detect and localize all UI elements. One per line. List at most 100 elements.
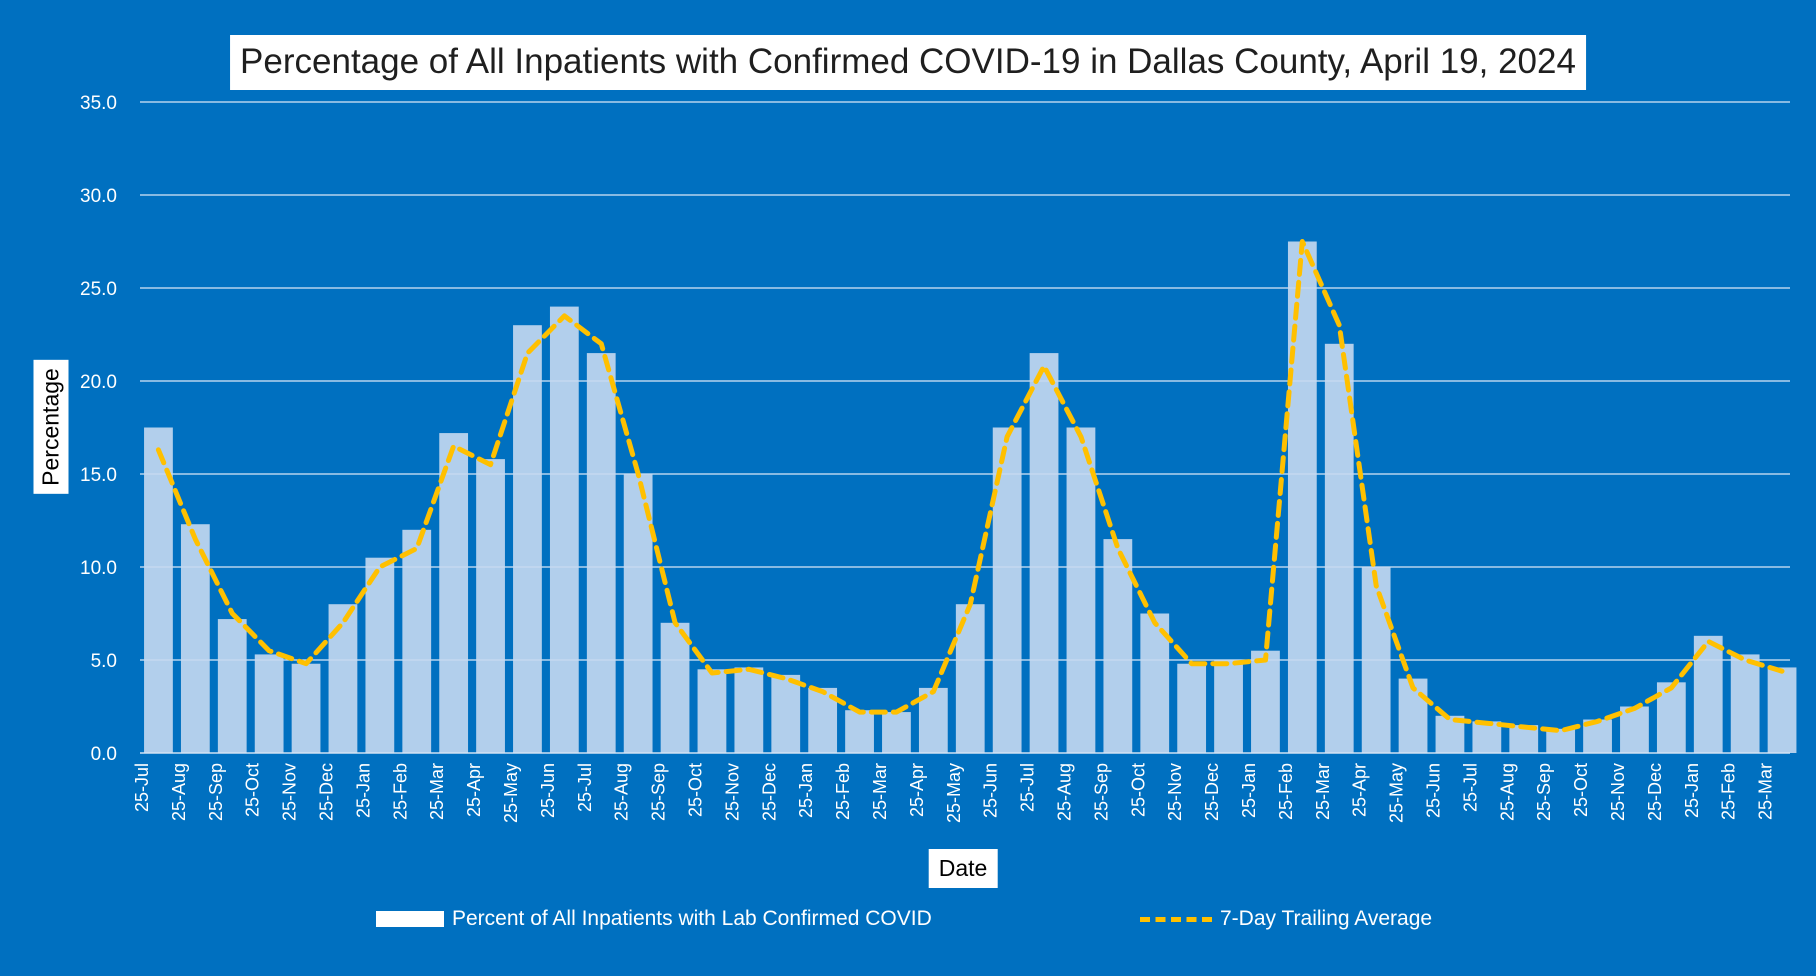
y-tick-label: 5.0 xyxy=(91,651,117,672)
bar xyxy=(549,306,579,753)
bar xyxy=(1361,567,1391,753)
x-tick-label: 25-Jul xyxy=(1460,763,1480,812)
x-tick-label: 25-Jul xyxy=(132,763,152,812)
x-tick-label: 25-Jun xyxy=(1424,763,1444,818)
x-tick-label: 25-Apr xyxy=(464,763,484,817)
x-tick-label: 25-Jun xyxy=(981,763,1001,818)
legend-label-bars: Percent of All Inpatients with Lab Confi… xyxy=(452,907,932,930)
legend: Percent of All Inpatients with Lab Confi… xyxy=(0,907,1816,937)
bar xyxy=(1029,353,1059,753)
bar xyxy=(660,622,690,753)
legend-item-average: 7-Day Trailing Average xyxy=(1140,907,1432,931)
bar xyxy=(1730,654,1760,753)
x-tick-label: 25-Sep xyxy=(206,763,226,821)
y-axis-ticks: 0.0 5.0 10.0 15.0 20.0 25.0 30.0 35.0 xyxy=(80,93,117,765)
x-tick-label: 25-Sep xyxy=(1534,763,1554,821)
x-tick-label: 25-May xyxy=(1387,763,1407,823)
x-tick-label: 25-Apr xyxy=(1350,763,1370,817)
x-tick-label: 25-Feb xyxy=(390,763,410,820)
bar xyxy=(771,674,801,753)
bar xyxy=(365,557,395,753)
bar xyxy=(1066,427,1096,753)
chart-title: Percentage of All Inpatients with Confir… xyxy=(230,35,1586,90)
bar xyxy=(882,712,911,753)
x-tick-label: 25-Jan xyxy=(1239,763,1259,818)
x-tick-label: 25-Jan xyxy=(353,763,373,818)
bar xyxy=(1177,663,1207,753)
x-tick-label: 25-Nov xyxy=(1608,763,1628,821)
x-tick-label: 25-Mar xyxy=(1756,763,1776,820)
y-tick-label: 30.0 xyxy=(80,186,117,207)
x-tick-label: 25-Feb xyxy=(833,763,853,820)
bar xyxy=(217,619,247,753)
x-tick-label: 25-Feb xyxy=(1719,763,1739,820)
x-tick-label: 25-Dec xyxy=(317,763,337,821)
y-tick-label: 35.0 xyxy=(80,93,117,114)
x-tick-label: 25-Apr xyxy=(907,763,927,817)
bar-series xyxy=(144,241,1797,753)
bar xyxy=(586,353,616,753)
legend-item-bars: Percent of All Inpatients with Lab Confi… xyxy=(376,907,932,931)
bar xyxy=(1251,650,1280,753)
bar xyxy=(402,529,432,753)
y-axis-label: Percentage xyxy=(33,360,69,494)
bar xyxy=(291,663,321,753)
x-tick-label: 25-Mar xyxy=(870,763,890,820)
bar xyxy=(328,604,358,753)
bar xyxy=(845,710,874,753)
bar xyxy=(697,669,727,753)
x-tick-label: 25-Mar xyxy=(1313,763,1333,820)
y-tick-label: 15.0 xyxy=(80,465,117,486)
x-tick-label: 25-Aug xyxy=(1055,763,1075,821)
legend-dash-swatch xyxy=(1140,916,1212,922)
x-tick-label: 25-Sep xyxy=(1091,763,1111,821)
x-tick-label: 25-May xyxy=(501,763,521,823)
bar xyxy=(144,427,173,753)
x-axis-ticks: 25-Jul 25-Aug 25-Sep 25-Oct 25-Nov 25-Dec 25-J… xyxy=(132,752,1790,823)
x-tick-label: 25-Aug xyxy=(1497,763,1517,821)
x-tick-label: 25-Oct xyxy=(1128,763,1148,817)
x-tick-label: 25-Oct xyxy=(686,763,706,817)
y-tick-label: 0.0 xyxy=(91,744,117,765)
x-tick-label: 25-Jul xyxy=(1018,763,1038,812)
x-tick-label: 25-May xyxy=(944,763,964,823)
bar xyxy=(734,667,764,753)
x-tick-label: 25-Nov xyxy=(722,763,742,821)
x-tick-label: 25-Nov xyxy=(280,763,300,821)
bar xyxy=(1214,660,1243,753)
bar xyxy=(1324,343,1354,753)
x-tick-label: 25-Aug xyxy=(169,763,189,821)
legend-label-average: 7-Day Trailing Average xyxy=(1220,907,1433,930)
y-tick-label: 25.0 xyxy=(80,279,117,300)
bar xyxy=(1620,706,1649,753)
y-tick-label: 10.0 xyxy=(80,558,117,579)
x-tick-label: 25-Mar xyxy=(427,763,447,820)
x-tick-label: 25-Aug xyxy=(612,763,632,821)
x-tick-label: 25-Nov xyxy=(1165,763,1185,821)
bar xyxy=(1103,539,1133,753)
x-axis-label: Date xyxy=(928,849,998,888)
average-line-series xyxy=(155,239,1785,734)
bar xyxy=(1287,241,1317,753)
x-tick-label: 25-Jun xyxy=(538,763,558,818)
bar xyxy=(1472,721,1502,753)
legend-bar-swatch xyxy=(376,911,444,927)
x-tick-label: 25-Jan xyxy=(796,763,816,818)
bar xyxy=(513,325,542,753)
x-tick-label: 25-Oct xyxy=(1571,763,1591,817)
average-line xyxy=(155,239,1785,734)
y-tick-label: 20.0 xyxy=(80,372,117,393)
bar xyxy=(1767,667,1797,753)
bar xyxy=(1546,728,1576,753)
bar xyxy=(439,433,469,753)
x-tick-label: 25-Dec xyxy=(1202,763,1222,821)
bar xyxy=(476,459,505,753)
bar xyxy=(254,654,284,753)
x-tick-label: 25-Dec xyxy=(759,763,779,821)
x-tick-label: 25-Dec xyxy=(1645,763,1665,821)
bar xyxy=(623,474,653,753)
x-tick-label: 25-Jul xyxy=(575,763,595,812)
x-tick-label: 25-Feb xyxy=(1276,763,1296,820)
